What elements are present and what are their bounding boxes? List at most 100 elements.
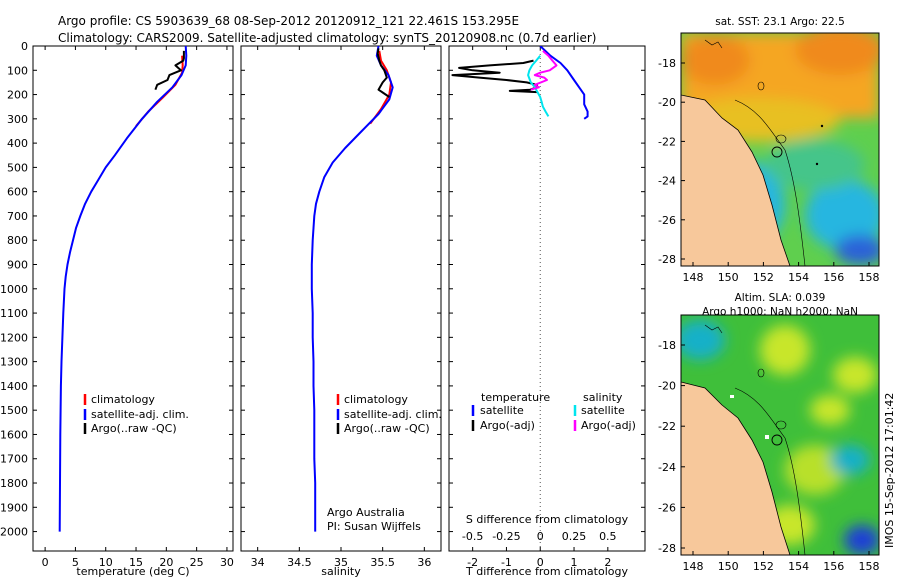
map-y-tick-label: -26 <box>658 214 676 227</box>
legend-label-satellite-clim: satellite-adj. clim. <box>91 408 189 421</box>
y-tick-label: 2000 <box>0 526 28 539</box>
sla-map-title-line1: Altim. SLA: 0.039 <box>735 292 826 304</box>
sst-map-title: sat. SST: 23.1 Argo: 22.5 <box>715 16 845 28</box>
y-tick-label: 1500 <box>0 404 28 417</box>
map-y-tick-label: -20 <box>658 380 676 393</box>
x-tick-label: 34 <box>251 556 265 569</box>
difference-lines <box>451 46 589 120</box>
y-tick-label: 600 <box>7 186 28 199</box>
y-tick-label: 0 <box>21 40 28 53</box>
x-tick-label: -2 <box>467 556 478 569</box>
x-tick-label: 1 <box>571 556 578 569</box>
difference-legend: temperature satellite Argo(-adj) salinit… <box>471 391 636 432</box>
float-owner-line2: PI: Susan Wijffels <box>327 520 421 533</box>
top-x-tick-label: 0.5 <box>599 530 617 543</box>
x-tick-label: 5 <box>72 556 79 569</box>
y-tick-label: 700 <box>7 210 28 223</box>
series-line-argo-raw-qc- <box>376 48 390 98</box>
argo-location-marker <box>771 434 783 446</box>
map-x-tick-label: 152 <box>753 271 774 284</box>
map-y-tick-label: -18 <box>658 57 676 70</box>
y-tick-label: 1100 <box>0 307 28 320</box>
y-tick-label: 1800 <box>0 477 28 490</box>
y-tick-label: 900 <box>7 259 28 272</box>
x-tick-label: 15 <box>129 556 143 569</box>
series-line-s-argo-adj- <box>530 50 558 91</box>
map-x-tick-label: 150 <box>718 271 739 284</box>
x-tick-label: 0 <box>537 556 544 569</box>
legend-heading-salinity: salinity <box>583 391 623 404</box>
map-x-tick-label: 148 <box>683 560 704 573</box>
y-tick-label: 1300 <box>0 356 28 369</box>
legend-label-satellite-clim: satellite-adj. clim. <box>344 408 442 421</box>
series-line-argo-raw-qc- <box>154 50 185 91</box>
salinity-axes-box <box>240 45 442 552</box>
salinity-lines <box>310 46 394 532</box>
top-x-tick-label: 0.25 <box>562 530 587 543</box>
figure-title-line2: Climatology: CARS2009. Satellite-adjuste… <box>58 31 596 45</box>
y-tick-label: 1200 <box>0 331 28 344</box>
series-line-s-satellite <box>527 55 550 117</box>
salinity-ticks: 34 34.5 35 35.5 36 <box>241 45 441 569</box>
legend-label-climatology: climatology <box>91 393 155 406</box>
difference-ticks: -2 -1 0 1 2 -0.5 -0.25 0 0.25 0.5 <box>449 45 645 569</box>
top-x-tick-label: 0 <box>537 530 544 543</box>
s-difference-label: S difference from climatology <box>466 513 629 526</box>
x-tick-label: 36 <box>417 556 431 569</box>
figure-title-line1: Argo profile: CS 5903639_68 08-Sep-2012 … <box>58 14 519 28</box>
sla-map-ticks: 148 150 152 154 156 158 -18 -20 -22 -24 -26 -28 <box>658 339 879 573</box>
y-tick-label: 1900 <box>0 501 28 514</box>
salinity-panel: 34 34.5 35 35.5 36 climatology satellite-adj… <box>240 45 442 578</box>
map-x-tick-label: 148 <box>683 271 704 284</box>
map-x-tick-label: 156 <box>823 271 844 284</box>
series-line-satellite-adj-clim- <box>58 46 188 532</box>
temperature-lines <box>58 46 188 532</box>
map-x-tick-label: 158 <box>859 271 880 284</box>
temperature-axes-box <box>32 45 234 552</box>
sla-map-panel: Altim. SLA: 0.039 Argo h1000: NaN h2000:… <box>658 292 880 573</box>
map-x-tick-label: 154 <box>788 560 809 573</box>
map-y-tick-label: -18 <box>658 339 676 352</box>
legend-label-s-argo: Argo(-adj) <box>581 419 636 432</box>
temperature-panel: 0100200300400500600700800900100011001200… <box>0 40 234 578</box>
top-x-tick-label: -0.5 <box>462 530 483 543</box>
sst-map-panel: sat. SST: 23.1 Argo: 22.5 148 15 <box>658 16 880 284</box>
legend-label-t-satellite: satellite <box>480 404 524 417</box>
x-tick-label: 0 <box>42 556 49 569</box>
legend-label-s-satellite: satellite <box>581 404 625 417</box>
y-tick-label: 800 <box>7 234 28 247</box>
temperature-legend: climatology satellite-adj. clim. Argo(..… <box>83 393 189 435</box>
legend-label-argo: Argo(..raw -QC) <box>344 422 430 435</box>
series-line-t-satellite <box>539 46 589 120</box>
x-tick-label: 10 <box>99 556 113 569</box>
y-tick-label: 100 <box>7 64 28 77</box>
sst-map-ticks: 148 150 152 154 156 158 -18 -20 -22 -24 -26 -28 <box>658 57 879 284</box>
x-tick-label: 35 <box>334 556 348 569</box>
map-y-tick-label: -28 <box>658 542 676 555</box>
map-y-tick-label: -24 <box>658 461 676 474</box>
x-tick-label: -1 <box>501 556 512 569</box>
y-tick-label: 500 <box>7 161 28 174</box>
x-tick-label: 25 <box>190 556 204 569</box>
x-tick-label: 2 <box>604 556 611 569</box>
top-x-tick-label: -0.25 <box>492 530 520 543</box>
temperature-xlabel: temperature (deg C) <box>76 565 189 578</box>
map-x-tick-label: 156 <box>823 560 844 573</box>
map-y-tick-label: -24 <box>658 175 676 188</box>
salinity-legend: climatology satellite-adj. clim. Argo(..… <box>336 393 442 435</box>
difference-panel: -2 -1 0 1 2 -0.5 -0.25 0 0.25 0.5 temperature sat… <box>448 45 646 578</box>
legend-label-argo: Argo(..raw -QC) <box>91 422 177 435</box>
x-tick-label: 30 <box>220 556 234 569</box>
map-y-tick-label: -20 <box>658 96 676 109</box>
difference-axes-box <box>448 45 646 552</box>
salinity-xlabel: salinity <box>321 565 361 578</box>
y-tick-label: 300 <box>7 113 28 126</box>
map-x-tick-label: 158 <box>859 560 880 573</box>
x-tick-label: 34.5 <box>287 556 312 569</box>
y-tick-label: 1400 <box>0 380 28 393</box>
series-line-satellite-adj-clim- <box>310 46 394 532</box>
t-difference-label: T difference from climatology <box>465 565 628 578</box>
x-tick-label: 35.5 <box>370 556 395 569</box>
